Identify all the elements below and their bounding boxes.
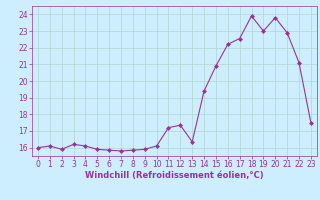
X-axis label: Windchill (Refroidissement éolien,°C): Windchill (Refroidissement éolien,°C) xyxy=(85,171,264,180)
